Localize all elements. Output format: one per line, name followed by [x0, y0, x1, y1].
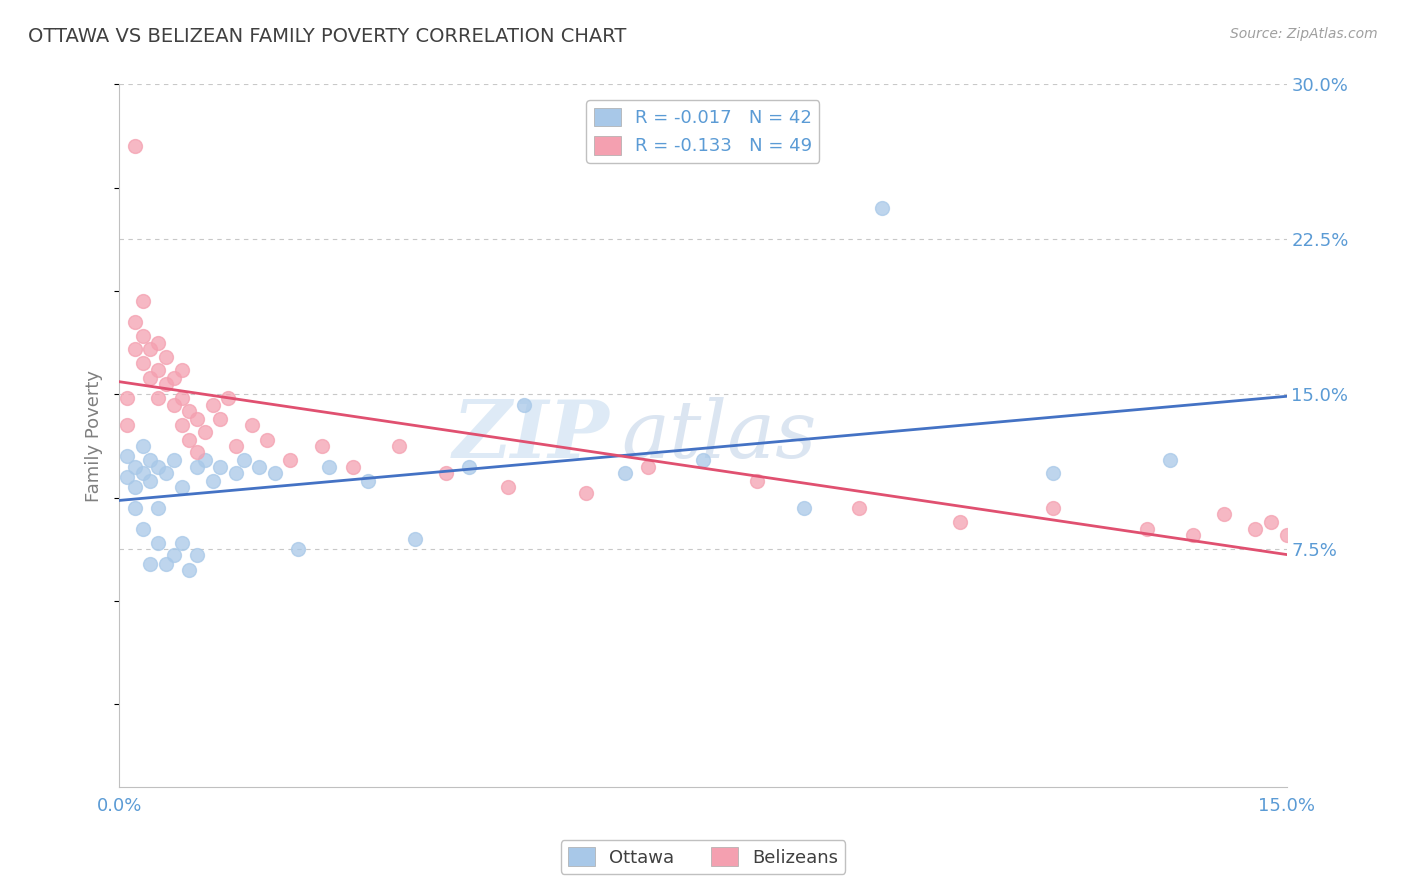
Point [163, 398, 186, 412]
Point [148, 459, 170, 474]
Point [949, 516, 972, 530]
Point [179, 404, 201, 418]
Point [247, 459, 270, 474]
Point [115, 450, 138, 464]
Point [637, 459, 659, 474]
Point [170, 362, 193, 376]
Point [148, 362, 170, 376]
Point [342, 459, 364, 474]
Point [498, 480, 520, 494]
Point [131, 294, 153, 309]
Point [139, 453, 162, 467]
Point [1244, 522, 1267, 536]
Point [1042, 500, 1064, 515]
Point [1275, 528, 1298, 542]
Point [124, 139, 146, 153]
Point [264, 466, 287, 480]
Point [1213, 507, 1236, 521]
Point [225, 466, 247, 480]
Legend: Ottawa, Belizeans: Ottawa, Belizeans [561, 840, 845, 874]
Point [131, 439, 153, 453]
Point [388, 439, 411, 453]
Point [614, 466, 637, 480]
Point [139, 371, 162, 385]
Legend: R = -0.017   N = 42, R = -0.133   N = 49: R = -0.017 N = 42, R = -0.133 N = 49 [586, 101, 820, 162]
Point [139, 342, 162, 356]
Point [194, 425, 217, 439]
Point [225, 439, 247, 453]
Y-axis label: Family Poverty: Family Poverty [86, 369, 103, 501]
Point [287, 542, 309, 557]
Point [1159, 453, 1181, 467]
Point [186, 412, 208, 426]
Point [170, 418, 193, 433]
Point [131, 356, 153, 370]
Point [434, 466, 457, 480]
Point [209, 459, 232, 474]
Point [232, 453, 254, 467]
Point [256, 433, 278, 447]
Point [131, 466, 153, 480]
Point [311, 439, 333, 453]
Text: Source: ZipAtlas.com: Source: ZipAtlas.com [1230, 27, 1378, 41]
Point [201, 474, 224, 488]
Point [201, 398, 224, 412]
Point [124, 459, 146, 474]
Point [124, 342, 146, 356]
Point [170, 392, 193, 406]
Point [155, 557, 177, 571]
Point [1260, 516, 1282, 530]
Point [186, 459, 208, 474]
Point [404, 532, 426, 546]
Text: ZIP: ZIP [453, 397, 610, 475]
Point [848, 500, 870, 515]
Point [148, 392, 170, 406]
Point [124, 480, 146, 494]
Point [170, 536, 193, 550]
Point [179, 563, 201, 577]
Point [148, 500, 170, 515]
Point [575, 486, 598, 500]
Point [1182, 528, 1205, 542]
Point [179, 433, 201, 447]
Point [217, 392, 239, 406]
Point [692, 453, 714, 467]
Point [1135, 522, 1157, 536]
Point [124, 500, 146, 515]
Point [115, 470, 138, 484]
Point [163, 453, 186, 467]
Point [148, 536, 170, 550]
Point [1042, 466, 1064, 480]
Point [793, 500, 815, 515]
Point [163, 371, 186, 385]
Text: OTTAWA VS BELIZEAN FAMILY POVERTY CORRELATION CHART: OTTAWA VS BELIZEAN FAMILY POVERTY CORREL… [28, 27, 627, 45]
Point [870, 202, 893, 216]
Point [186, 445, 208, 459]
Point [194, 453, 217, 467]
Point [163, 549, 186, 563]
Point [186, 549, 208, 563]
Point [155, 376, 177, 391]
Point [155, 350, 177, 364]
Point [115, 392, 138, 406]
Point [318, 459, 340, 474]
Point [458, 459, 481, 474]
Point [170, 480, 193, 494]
Point [747, 474, 769, 488]
Point [280, 453, 302, 467]
Point [240, 418, 263, 433]
Point [209, 412, 232, 426]
Point [131, 329, 153, 343]
Point [148, 335, 170, 350]
Point [139, 557, 162, 571]
Point [115, 418, 138, 433]
Point [124, 315, 146, 329]
Text: atlas: atlas [621, 397, 817, 475]
Point [131, 522, 153, 536]
Point [139, 474, 162, 488]
Point [513, 398, 536, 412]
Point [357, 474, 380, 488]
Point [155, 466, 177, 480]
